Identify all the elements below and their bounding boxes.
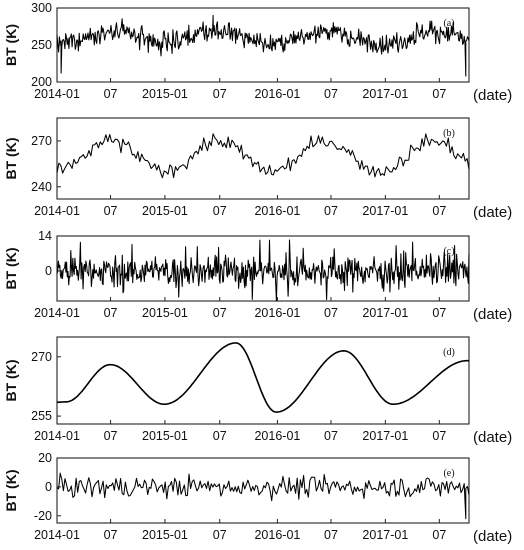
- plot-frame: [56, 117, 470, 200]
- panel-tag: (d): [443, 347, 455, 358]
- x-tick-label: 2015-01: [142, 87, 188, 101]
- x-tick-label: 07: [213, 87, 227, 101]
- y-tick-label: 14: [38, 229, 52, 243]
- x-tick-label: 2017-01: [362, 306, 408, 320]
- panel-4: 2014-01 07 2015-01 07 2016-01 07 2017-01 07 (dat…: [3, 336, 512, 446]
- x-tick-label: 07: [213, 528, 227, 542]
- x-tick-label: 2017-01: [362, 204, 408, 218]
- plot-frame: [56, 457, 470, 524]
- y-axis-label: BT (K): [3, 24, 19, 66]
- x-tick-label: 07: [324, 306, 338, 320]
- x-tick-label: 2014-01: [34, 528, 80, 542]
- x-axis-label: (date): [473, 87, 512, 104]
- y-tick-label: 240: [31, 180, 52, 194]
- x-axis-label: (date): [473, 306, 512, 323]
- panel-2: 2014-01 07 2015-01 07 2016-01 07 2017-01 07 (dat…: [3, 117, 512, 221]
- plot-frame: [56, 336, 470, 425]
- y-axis-label: BT (K): [3, 470, 19, 512]
- x-tick-label: 07: [432, 204, 446, 218]
- x-tick-label: 07: [324, 429, 338, 443]
- x-tick-label: 2015-01: [142, 306, 188, 320]
- x-tick-label: 07: [104, 528, 118, 542]
- y-tick-label: 250: [31, 38, 52, 52]
- x-tick-label: 07: [104, 87, 118, 101]
- x-tick-label: 07: [324, 204, 338, 218]
- x-tick-label: 2017-01: [362, 429, 408, 443]
- panel-3: 2014-01 07 2015-01 07 2016-01 07 2017-01 07 (dat…: [3, 229, 512, 323]
- panels-group: 2014-01 07 2015-01 07 2016-01 07 2017-01 07 (dat…: [3, 1, 512, 545]
- x-tick-label: 07: [213, 429, 227, 443]
- x-tick-label: 07: [104, 306, 118, 320]
- x-axis-label: (date): [473, 429, 512, 446]
- y-axis-label: BT (K): [3, 248, 19, 290]
- x-tick-label: 07: [432, 528, 446, 542]
- panel-tag: (c): [443, 246, 454, 257]
- x-tick-label: 07: [432, 306, 446, 320]
- x-tick-label: 2016-01: [254, 87, 300, 101]
- panel-1: 2014-01 07 2015-01 07 2016-01 07 2017-01 07 (dat…: [3, 1, 512, 104]
- x-tick-label: 07: [432, 87, 446, 101]
- x-tick-label: 2014-01: [34, 87, 80, 101]
- x-tick-label: 2014-01: [34, 204, 80, 218]
- x-tick-label: 2016-01: [254, 429, 300, 443]
- panel-tag: (b): [443, 128, 455, 139]
- y-tick-label: 20: [38, 451, 52, 465]
- x-tick-label: 07: [213, 306, 227, 320]
- y-tick-label: 200: [31, 75, 52, 89]
- x-tick-label: 2016-01: [254, 528, 300, 542]
- x-axis-label: (date): [473, 528, 512, 545]
- x-tick-label: 07: [213, 204, 227, 218]
- series-line: [56, 239, 470, 302]
- panel-tag: (a): [443, 18, 454, 29]
- x-tick-label: 2017-01: [362, 528, 408, 542]
- series-line: [56, 133, 470, 179]
- series-line: [56, 472, 470, 520]
- series-line: [56, 342, 469, 413]
- y-tick-label: 0: [45, 480, 52, 494]
- series-line: [56, 14, 470, 77]
- x-tick-label: 2016-01: [254, 204, 300, 218]
- x-tick-label: 2014-01: [34, 306, 80, 320]
- y-tick-label: 255: [31, 409, 52, 423]
- x-tick-label: 2015-01: [142, 429, 188, 443]
- y-tick-label: -20: [34, 509, 52, 523]
- panel-tag: (e): [443, 468, 454, 479]
- x-tick-label: 07: [104, 204, 118, 218]
- y-tick-label: 270: [31, 350, 52, 364]
- x-tick-label: 07: [324, 87, 338, 101]
- y-tick-label: 300: [31, 1, 52, 15]
- x-tick-label: 2017-01: [362, 87, 408, 101]
- y-axis-label: BT (K): [3, 360, 19, 402]
- x-tick-label: 2016-01: [254, 306, 300, 320]
- y-axis-label: BT (K): [3, 138, 19, 180]
- panel-5: 2014-01 07 2015-01 07 2016-01 07 2017-01 07 (dat…: [3, 451, 512, 545]
- x-tick-label: 2015-01: [142, 528, 188, 542]
- x-tick-label: 2014-01: [34, 429, 80, 443]
- y-tick-label: 0: [45, 264, 52, 278]
- x-tick-label: 07: [104, 429, 118, 443]
- x-axis-label: (date): [473, 204, 512, 221]
- x-tick-label: 2015-01: [142, 204, 188, 218]
- y-tick-label: 270: [31, 134, 52, 148]
- x-tick-label: 07: [432, 429, 446, 443]
- x-tick-label: 07: [324, 528, 338, 542]
